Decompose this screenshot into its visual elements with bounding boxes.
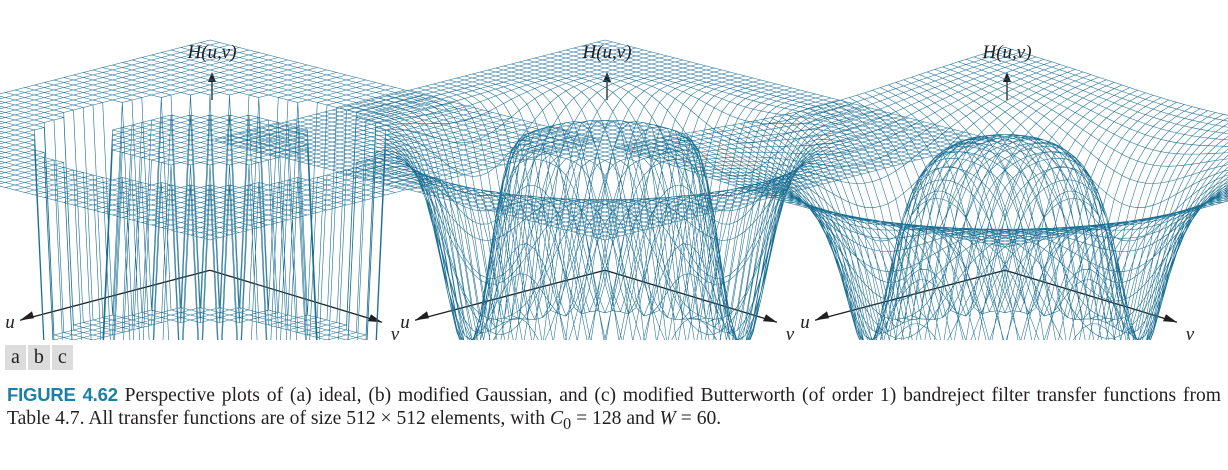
u-axis-arrow-icon (815, 311, 829, 321)
v-axis-arrow-icon (1163, 314, 1177, 323)
z-axis-arrow-icon (208, 72, 216, 82)
panel-a-surface (0, 39, 601, 340)
panel-b-gaussian-plot: H(u,v)uv (214, 39, 996, 340)
panel-label-a: a (5, 345, 26, 370)
panel-b-u-label: u (400, 312, 410, 333)
figure-caption: FIGURE 4.62 Perspective plots of (a) ide… (7, 383, 1221, 435)
panel-c-v-label: v (1186, 324, 1195, 340)
figure-plots: H(u,v)uv H(u,v)uv H(u,v)uv (0, 39, 1228, 340)
panel-a-z-label: H(u,v) (186, 42, 236, 63)
panel-label-b: b (27, 345, 50, 370)
panel-labels: a b c (5, 345, 73, 370)
panel-c-z-label: H(u,v) (981, 42, 1031, 63)
panel-a-wireframe (0, 39, 601, 340)
panel-b-z-label: H(u,v) (581, 42, 631, 63)
panel-a-u-label: u (5, 312, 15, 333)
panel-c-butterworth-plot: H(u,v)uv (614, 42, 1228, 340)
z-axis-arrow-icon (1003, 72, 1011, 82)
u-axis-line (814, 269, 1006, 321)
panel-a-ideal-plot: H(u,v)uv (0, 39, 601, 340)
panel-b-wireframe (214, 39, 996, 340)
caption-figure-number: FIGURE 4.62 (7, 384, 118, 405)
panel-a-v-label: v (391, 324, 400, 340)
v-axis-line (604, 269, 778, 323)
caption-w-variable: W (659, 408, 676, 429)
u-axis-line (414, 269, 606, 321)
panel-c-u-label: u (800, 312, 810, 333)
u-axis-arrow-icon (20, 311, 34, 321)
caption-text-part1: Perspective plots of (a) ideal, (b) modi… (7, 385, 1222, 429)
v-axis-arrow-icon (763, 314, 777, 323)
panel-b-surface (214, 39, 996, 340)
caption-text-part3: = 60. (675, 408, 722, 429)
panel-c-wireframe (614, 47, 1228, 340)
panel-b-v-label: v (786, 324, 795, 340)
caption-text-part2: = 128 and (571, 408, 660, 429)
u-axis-arrow-icon (415, 311, 429, 321)
caption-c0-subscript: 0 (563, 413, 572, 433)
caption-c0-variable: C (549, 408, 564, 429)
v-axis-arrow-icon (368, 314, 382, 323)
panel-label-c: c (51, 345, 73, 370)
panel-c-surface (614, 47, 1228, 340)
